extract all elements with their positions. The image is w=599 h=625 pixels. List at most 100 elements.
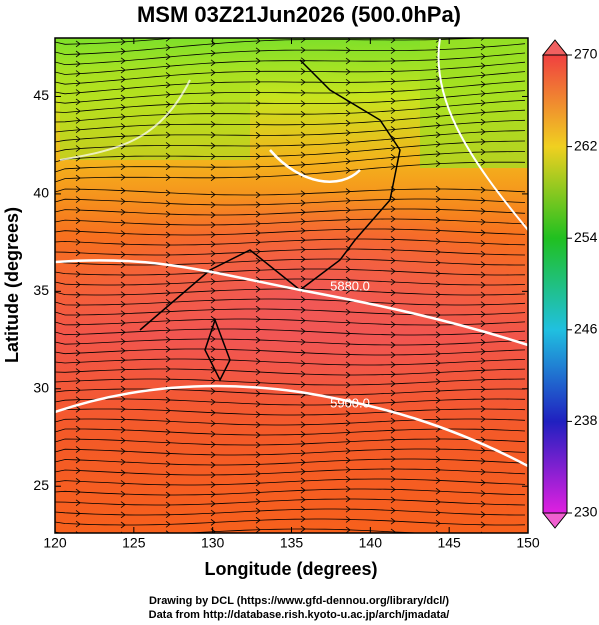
stream-arrow: [120, 328, 126, 336]
stream-arrow: [480, 376, 486, 384]
stream-arrow: [255, 257, 261, 265]
stream-arrow: [345, 466, 351, 474]
stream-arrow: [300, 100, 306, 107]
stream-arrow: [300, 317, 306, 324]
stream-arrow: [165, 174, 171, 181]
stream-arrow: [75, 520, 81, 528]
stream-arrow: [255, 441, 261, 449]
stream-arrow: [120, 103, 126, 111]
stream-arrow: [345, 400, 351, 408]
stream-arrow: [390, 417, 396, 425]
stream-arrow: [210, 278, 216, 285]
y-tick-label: 35: [33, 282, 49, 298]
stream-arrow: [120, 405, 126, 413]
stream-arrow: [301, 26, 305, 32]
stream-arrow: [210, 387, 216, 395]
stream-arrow: [120, 426, 126, 434]
stream-arrow: [300, 477, 306, 485]
stream-arrow: [165, 251, 171, 259]
colorbar-max-arrow: [541, 39, 569, 56]
stream-arrow: [390, 225, 396, 233]
streamline: [55, 468, 526, 476]
stream-arrow: [120, 208, 126, 216]
stream-arrow: [480, 229, 486, 237]
stream-arrow: [255, 470, 261, 478]
stream-arrow: [390, 300, 396, 307]
stream-arrow: [300, 131, 306, 139]
stream-arrow: [435, 291, 441, 298]
stream-arrow: [75, 340, 81, 347]
stream-arrow: [120, 469, 126, 477]
stream-arrow: [255, 357, 261, 365]
stream-arrow: [165, 396, 171, 404]
stream-arrow: [480, 426, 486, 433]
stream-arrow: [390, 267, 396, 275]
stream-arrow: [210, 398, 216, 406]
x-axis-label: Longitude (degrees): [204, 559, 377, 579]
stream-arrow: [120, 385, 126, 393]
stream-arrow: [480, 366, 486, 374]
stream-arrow: [435, 248, 441, 256]
stream-arrow: [255, 326, 261, 333]
stream-arrow: [75, 164, 81, 172]
stream-arrow: [165, 53, 171, 61]
stream-arrow: [255, 110, 261, 118]
stream-arrow: [75, 405, 81, 413]
stream-arrow: [345, 308, 351, 316]
stream-arrow: [345, 438, 351, 445]
streamline: [55, 258, 525, 266]
stream-arrow: [75, 358, 81, 366]
stream-arrow: [300, 430, 306, 438]
stream-arrow: [255, 431, 261, 439]
stream-arrow: [210, 481, 216, 489]
streamline: [55, 518, 526, 526]
stream-arrow: [210, 490, 216, 498]
stream-arrow: [75, 217, 81, 225]
stream-arrow: [435, 340, 441, 348]
stream-arrow: [165, 152, 171, 160]
stream-arrow: [165, 460, 171, 468]
stream-arrow: [435, 456, 441, 463]
stream-arrow: [300, 496, 306, 504]
footer-line: Drawing by DCL (https://www.gfd-dennou.o…: [149, 595, 449, 607]
stream-arrow: [120, 395, 126, 403]
stream-arrow: [75, 70, 81, 77]
stream-arrow: [390, 78, 396, 85]
stream-arrow: [435, 359, 441, 367]
stream-arrow: [75, 488, 81, 496]
stream-arrow: [345, 89, 351, 97]
stream-arrow: [390, 399, 396, 406]
stream-arrow: [480, 385, 486, 393]
stream-arrow: [255, 400, 261, 408]
stream-arrow: [210, 221, 216, 229]
stream-arrow: [390, 38, 396, 44]
stream-arrow: [390, 97, 396, 105]
stream-arrow: [300, 141, 306, 149]
stream-arrow: [480, 271, 486, 279]
stream-arrow: [120, 447, 126, 455]
stream-arrow: [165, 365, 171, 373]
footer-line: Data from http://database.rish.kyoto-u.a…: [149, 609, 450, 621]
stream-arrow: [255, 38, 261, 45]
stream-arrow: [480, 207, 486, 215]
stream-arrow: [210, 120, 216, 128]
stream-arrow: [75, 425, 81, 433]
stream-arrow: [165, 189, 171, 197]
stream-arrow: [390, 246, 396, 254]
stream-arrow: [390, 351, 396, 359]
stream-arrow: [390, 528, 396, 533]
stream-arrow: [390, 116, 396, 124]
stream-arrow: [165, 200, 171, 207]
stream-arrow: [165, 511, 171, 519]
stream-arrow: [75, 301, 81, 309]
stream-arrow: [435, 530, 440, 533]
stream-arrow: [120, 356, 126, 364]
stream-arrow: [255, 390, 261, 397]
stream-arrow: [255, 421, 261, 429]
stream-arrow: [210, 451, 216, 459]
stream-arrow: [75, 446, 81, 453]
stream-arrow: [120, 281, 126, 289]
streamline: [55, 528, 426, 533]
stream-arrow: [165, 270, 171, 278]
